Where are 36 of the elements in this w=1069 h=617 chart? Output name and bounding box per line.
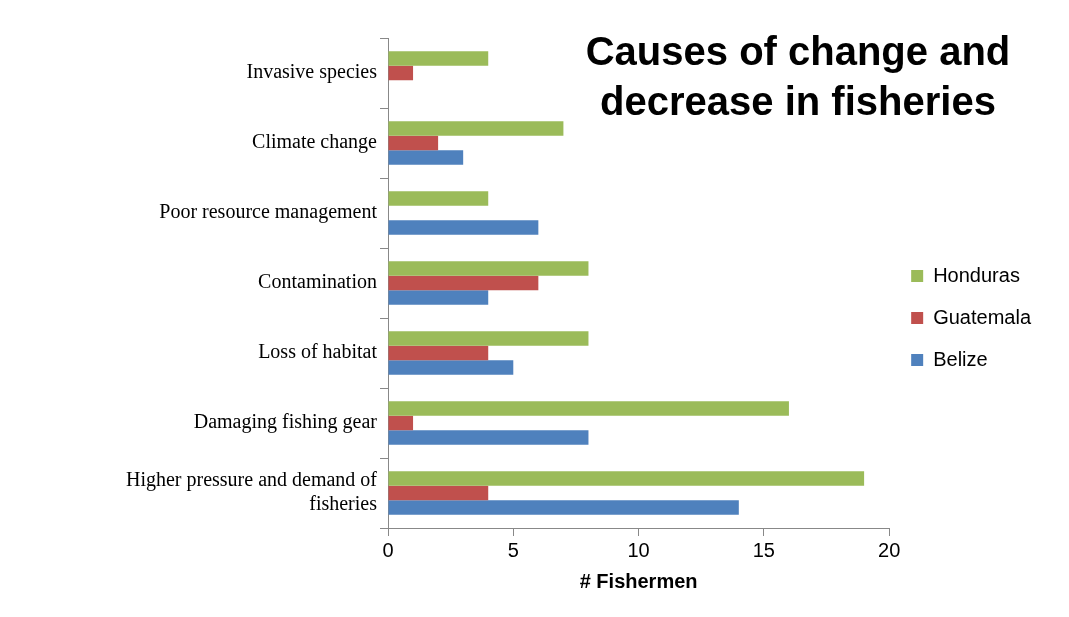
legend-label: Belize (933, 347, 988, 370)
x-tick-label: 0 (382, 538, 394, 561)
bar (388, 430, 589, 445)
x-tick-label: 20 (878, 538, 901, 561)
bar (388, 51, 489, 66)
bar (388, 471, 865, 486)
bar (388, 191, 489, 206)
bar (388, 401, 789, 416)
y-tick-label: Loss of habitat (258, 340, 378, 363)
bar (388, 360, 514, 375)
y-tick-label: Climate change (252, 130, 378, 154)
bar (388, 65, 414, 81)
y-tick-label: Damaging fishing gear (193, 410, 378, 434)
bar (388, 331, 589, 346)
x-tick-label: 10 (627, 538, 650, 561)
x-axis-title: # Fishermen (579, 569, 698, 592)
x-tick-label: 15 (752, 538, 775, 561)
bar (388, 150, 464, 165)
bar (388, 500, 739, 515)
bar (388, 135, 439, 151)
x-tick-label: 5 (507, 538, 519, 561)
bar (388, 485, 489, 501)
bar (388, 290, 489, 305)
bar (388, 220, 539, 235)
y-tick-label: Contamination (258, 270, 377, 293)
chart-title: Causes of change and decrease in fisheries (584, 28, 1012, 125)
bar (388, 261, 589, 276)
legend-label: Honduras (933, 263, 1020, 286)
y-tick-label: Invasive species (246, 60, 378, 84)
y-tick-label: Poor resource management (159, 200, 378, 224)
bar (388, 275, 539, 291)
bar (388, 345, 489, 361)
bar (388, 415, 414, 431)
legend-label: Guatemala (933, 305, 1032, 328)
bar (388, 121, 564, 136)
y-tick-label: Higher pressure and demand of fisheries (125, 468, 378, 515)
